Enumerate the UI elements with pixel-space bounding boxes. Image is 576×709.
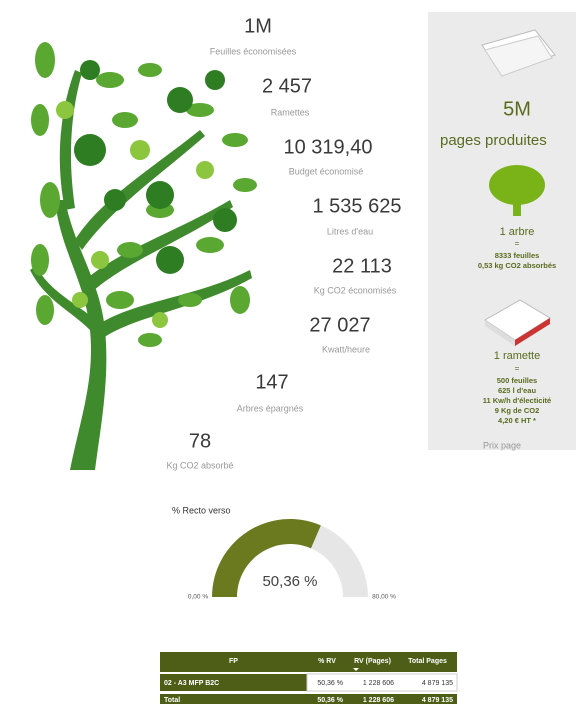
- stat-value: 78: [189, 430, 211, 452]
- panel-total-label: pages produites: [440, 132, 547, 149]
- stat-label: Kg CO2 économisés: [314, 285, 397, 295]
- stat-label: Kwatt/heure: [322, 344, 370, 354]
- tree-icon: [489, 165, 545, 216]
- sort-arrow: [353, 668, 359, 671]
- panel-total: 5M: [503, 98, 531, 120]
- table-total-cell: 4 879 135: [422, 697, 453, 704]
- tree-illustration: [30, 42, 257, 470]
- table-cell: 02 - A3 MFP B2C: [164, 680, 219, 687]
- paper-icon: [481, 29, 556, 77]
- stat-label: Arbres épargnés: [237, 403, 304, 413]
- ream-line: 625 l d'eau: [498, 386, 536, 395]
- ream-line: 9 Kg de CO2: [495, 406, 540, 415]
- tree-line: 8333 feuilles: [495, 251, 540, 260]
- tree-line: 0,53 kg CO2 absorbés: [478, 261, 556, 270]
- table-total-cell: Total: [164, 697, 180, 704]
- stat-value: 27 027: [309, 314, 370, 336]
- stat-value: 10 319,40: [284, 136, 373, 158]
- table-cell: 50,36 %: [317, 680, 343, 687]
- stat-label: Ramettes: [271, 107, 310, 117]
- table-header: [160, 652, 457, 672]
- table-total-cell: 1 228 606: [363, 697, 394, 704]
- gauge-title: % Recto verso: [172, 505, 231, 515]
- table-total-cell: 50,36 %: [317, 697, 343, 704]
- gauge-fill: [212, 518, 321, 597]
- table-row-bg: [306, 673, 458, 692]
- stat-value: 147: [255, 371, 288, 393]
- table-header-cell: FP: [229, 658, 238, 665]
- stat-label: Feuilles économisées: [210, 46, 297, 56]
- table-cell: 4 879 135: [422, 680, 453, 687]
- ream-icon: [484, 299, 551, 346]
- table-header-cell: RV (Pages): [354, 658, 391, 665]
- ream-line: 4,20 € HT *: [498, 416, 536, 425]
- table-header-cell: Total Pages: [408, 658, 447, 665]
- table-header-cell: % RV: [318, 658, 336, 665]
- stat-value: 2 457: [262, 75, 312, 97]
- stat-label: Kg CO2 absorbé: [166, 460, 233, 470]
- stat-value: 1M: [244, 15, 272, 37]
- tree-eq: =: [515, 239, 520, 248]
- table-cell: 1 228 606: [363, 680, 394, 687]
- gauge-value: 50,36 %: [262, 573, 317, 590]
- ream-title: 1 ramette: [494, 350, 540, 362]
- table-row-head: [160, 674, 307, 691]
- stat-label: Litres d'eau: [327, 226, 373, 236]
- side-panel: [428, 12, 576, 450]
- panel-footer: Prix page: [483, 440, 521, 450]
- ream-line: 500 feuilles: [497, 376, 537, 385]
- gauge-max: 80,00 %: [372, 594, 396, 601]
- stat-value: 22 113: [332, 255, 392, 277]
- tree-title: 1 arbre: [500, 226, 535, 238]
- table-total-bg: [160, 694, 457, 704]
- gauge-track: [310, 525, 368, 597]
- gauge-min: 0,00 %: [188, 594, 208, 601]
- ream-line: 11 Kw/h d'électicité: [483, 396, 551, 405]
- ream-eq: =: [515, 364, 520, 373]
- stat-value: 1 535 625: [313, 195, 402, 217]
- stat-label: Budget économisé: [289, 166, 364, 176]
